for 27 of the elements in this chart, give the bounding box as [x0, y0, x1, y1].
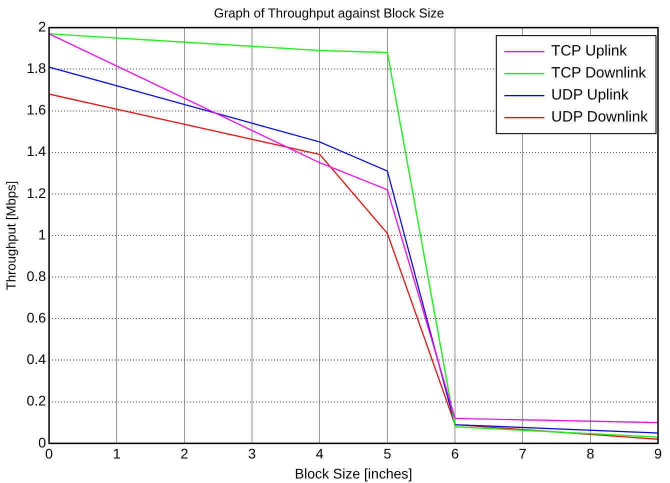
y-tick-label: 2	[38, 18, 46, 34]
legend-label: UDP Uplink	[551, 86, 630, 104]
x-tick-label: 3	[248, 446, 256, 462]
x-axis-title: Block Size [inches]	[294, 465, 412, 482]
legend-label: TCP Downlink	[551, 64, 647, 82]
x-tick-label: 8	[586, 446, 594, 462]
y-tick-label: 1.6	[26, 102, 46, 118]
legend-label: TCP Uplink	[551, 42, 628, 60]
legend-label: UDP Downlink	[551, 108, 648, 126]
x-tick-label: 7	[518, 446, 527, 462]
y-tick-label: 1.4	[26, 143, 46, 160]
y-tick-label: 0.4	[26, 351, 46, 368]
x-tick-label: 5	[383, 446, 392, 462]
y-tick-label: 1.2	[26, 184, 46, 201]
y-tick-label: 1.8	[26, 60, 46, 76]
x-tick-label: 9	[654, 446, 662, 462]
chart-title: Graph of Throughput against Block Size	[214, 5, 444, 20]
y-tick-label: 0.8	[26, 268, 46, 284]
y-tick-label: 1	[38, 226, 46, 242]
x-tick-label: 1	[112, 446, 121, 462]
y-tick-label: 0.2	[26, 392, 46, 409]
y-tick-label: 0.6	[26, 310, 46, 326]
y-axis-title: Throughput [Mbps]	[3, 180, 18, 290]
y-tick-label: 0	[38, 434, 46, 450]
x-tick-label: 6	[451, 446, 460, 462]
x-tick-label: 4	[316, 446, 324, 462]
x-tick-label: 2	[180, 446, 188, 462]
